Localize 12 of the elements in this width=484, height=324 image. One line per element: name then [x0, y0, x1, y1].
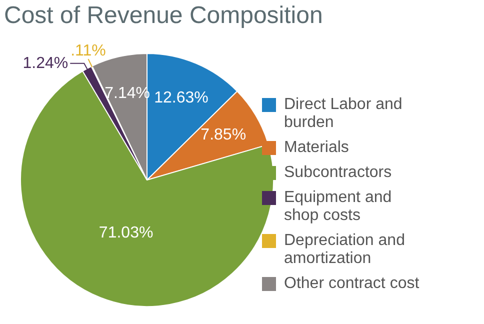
data-label: 1.24%	[22, 54, 68, 72]
data-label: .11%	[70, 42, 106, 60]
data-label: 7.85%	[200, 126, 246, 144]
legend-label: Other contract cost	[284, 275, 420, 293]
data-label: 71.03%	[98, 224, 154, 242]
legend-label: Depreciation and amortization	[284, 232, 406, 268]
chart-title: Cost of Revenue Composition	[4, 2, 323, 30]
legend-label: Equipment and shop costs	[284, 189, 393, 225]
data-label: 12.63%	[154, 90, 208, 107]
legend-label: Materials	[284, 139, 350, 157]
legend-label: Direct Labor and burden	[284, 96, 404, 132]
legend-label: Subcontractors	[284, 164, 393, 182]
